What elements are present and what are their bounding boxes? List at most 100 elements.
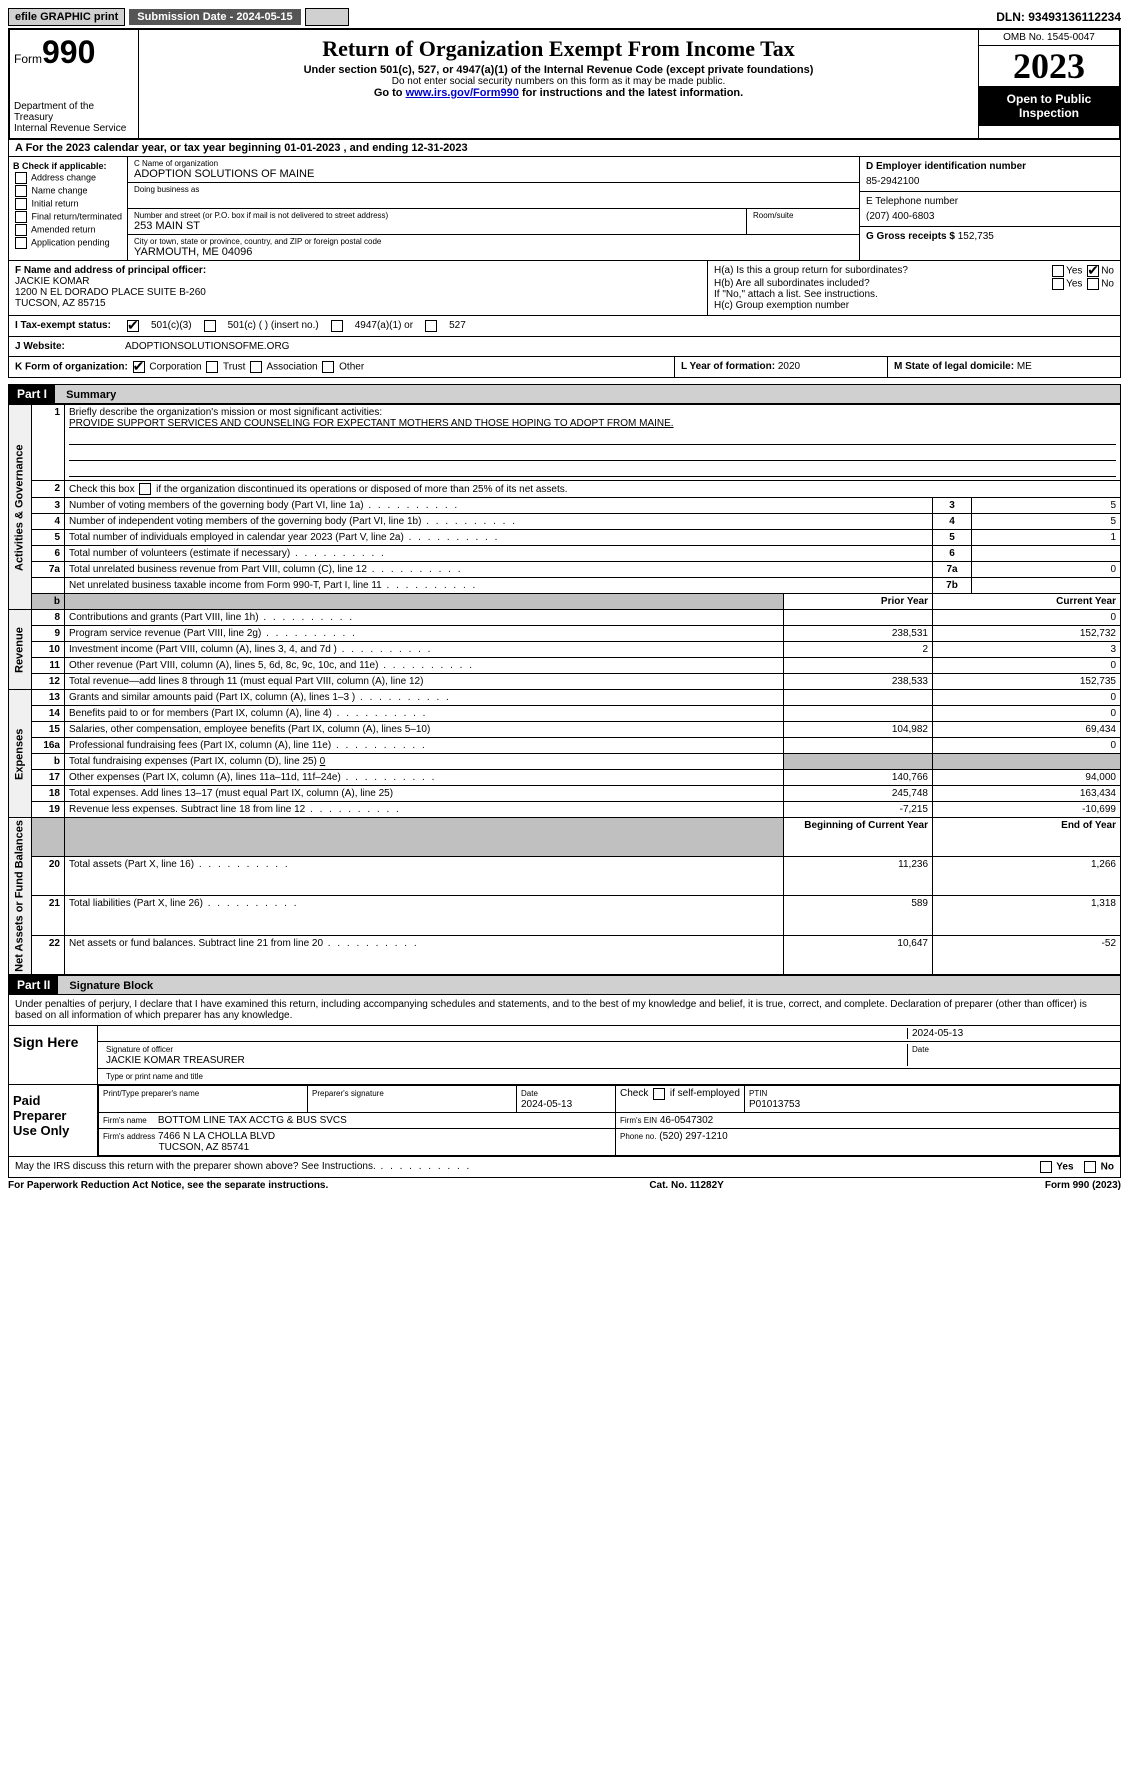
efile-print-button[interactable]: efile GRAPHIC print xyxy=(8,8,125,26)
gross-label: G Gross receipts $ xyxy=(866,231,955,242)
sig-date-top: 2024-05-13 xyxy=(908,1028,1116,1039)
ein-val: 85-2942100 xyxy=(866,176,1114,187)
ptin-val: P01013753 xyxy=(749,1099,800,1110)
chk-address-change[interactable]: Address change xyxy=(13,172,123,184)
k-label: K Form of organization: xyxy=(15,362,128,373)
row3-val: 5 xyxy=(972,498,1121,514)
box-b-title: B Check if applicable: xyxy=(13,161,123,171)
irs-label: Internal Revenue Service xyxy=(14,123,134,134)
part1-header: Part I xyxy=(9,385,55,403)
blank-button[interactable] xyxy=(305,8,349,26)
hc-label: H(c) Group exemption number xyxy=(714,300,1114,311)
chk-assoc[interactable] xyxy=(250,361,262,373)
dln-number: DLN: 93493136112234 xyxy=(996,10,1121,24)
fh-row: F Name and address of principal officer:… xyxy=(8,261,1121,316)
row3-text: Number of voting members of the governin… xyxy=(65,498,933,514)
ha-yes[interactable] xyxy=(1052,265,1064,277)
phone-val: (207) 400-6803 xyxy=(866,211,1114,222)
chk-4947[interactable] xyxy=(331,320,343,332)
chk-name-change[interactable]: Name change xyxy=(13,185,123,197)
box-deg: D Employer identification number 85-2942… xyxy=(859,157,1120,260)
chk-discontinued[interactable] xyxy=(139,483,151,495)
side-expenses: Expenses xyxy=(9,690,32,818)
ein-label: D Employer identification number xyxy=(866,161,1114,172)
hb-yes[interactable] xyxy=(1052,278,1064,290)
hb-label: H(b) Are all subordinates included? xyxy=(714,278,870,289)
part2-header: Part II xyxy=(9,976,58,994)
chk-527[interactable] xyxy=(425,320,437,332)
form-title: Return of Organization Exempt From Incom… xyxy=(147,36,970,62)
m-label: M State of legal domicile: xyxy=(894,361,1014,372)
org-name: ADOPTION SOLUTIONS OF MAINE xyxy=(134,168,853,180)
l-label: L Year of formation: xyxy=(681,361,775,372)
footer: For Paperwork Reduction Act Notice, see … xyxy=(8,1178,1121,1193)
irs-link[interactable]: www.irs.gov/Form990 xyxy=(406,87,519,99)
col-begin: Beginning of Current Year xyxy=(784,818,933,857)
line1-label: Briefly describe the organization's miss… xyxy=(69,407,382,418)
col-prior: Prior Year xyxy=(784,594,933,610)
top-bar: efile GRAPHIC print Submission Date - 20… xyxy=(8,8,1121,26)
chk-trust[interactable] xyxy=(206,361,218,373)
chk-other[interactable] xyxy=(322,361,334,373)
l-val: 2020 xyxy=(778,361,800,372)
discuss-no[interactable] xyxy=(1084,1161,1096,1173)
ha-label: H(a) Is this a group return for subordin… xyxy=(714,265,908,276)
tax-year: 2023 xyxy=(979,46,1119,86)
sign-here-label: Sign Here xyxy=(9,1026,98,1084)
signature-block: Sign Here 2024-05-13 Signature of office… xyxy=(8,1026,1121,1157)
chk-corp[interactable] xyxy=(133,361,145,373)
dept-treasury: Department of the Treasury xyxy=(14,101,134,123)
officer-label: F Name and address of principal officer: xyxy=(15,265,701,276)
box-c: C Name of organization ADOPTION SOLUTION… xyxy=(128,157,859,260)
city-label: City or town, state or province, country… xyxy=(134,237,853,246)
website-val: ADOPTIONSOLUTIONSOFME.ORG xyxy=(125,341,289,352)
submission-date: Submission Date - 2024-05-15 xyxy=(129,9,300,25)
gross-val: 152,735 xyxy=(958,231,994,242)
line1-val: PROVIDE SUPPORT SERVICES AND COUNSELING … xyxy=(69,418,674,429)
cat-no: Cat. No. 11282Y xyxy=(649,1180,723,1191)
chk-final-return[interactable]: Final return/terminated xyxy=(13,211,123,223)
firm-name: BOTTOM LINE TAX ACCTG & BUS SVCS xyxy=(158,1115,347,1126)
tax-exempt-row: I Tax-exempt status: 501(c)(3) 501(c) ( … xyxy=(8,316,1121,337)
form-header: Form990 Department of the Treasury Inter… xyxy=(8,28,1121,140)
discuss-row: May the IRS discuss this return with the… xyxy=(8,1157,1121,1178)
prep-phone: (520) 297-1210 xyxy=(659,1131,727,1142)
hb-note: If "No," attach a list. See instructions… xyxy=(714,289,1114,300)
j-label: J Website: xyxy=(15,341,115,352)
klm-row: K Form of organization: Corporation Trus… xyxy=(8,357,1121,378)
chk-501c[interactable] xyxy=(204,320,216,332)
street-val: 253 MAIN ST xyxy=(134,220,740,232)
goto-pre: Go to xyxy=(374,87,406,99)
hb-no[interactable] xyxy=(1087,278,1099,290)
m-val: ME xyxy=(1017,361,1032,372)
i-label: I Tax-exempt status: xyxy=(15,320,115,332)
part2-title: Signature Block xyxy=(61,978,161,994)
line2: Check this box if the organization disco… xyxy=(69,484,568,495)
chk-amended[interactable]: Amended return xyxy=(13,224,123,236)
officer-addr2: TUCSON, AZ 85715 xyxy=(15,298,701,309)
period-line: A For the 2023 calendar year, or tax yea… xyxy=(8,140,1121,157)
discuss-yes[interactable] xyxy=(1040,1161,1052,1173)
chk-initial-return[interactable]: Initial return xyxy=(13,198,123,210)
side-net: Net Assets or Fund Balances xyxy=(9,818,32,975)
firm-ein: 46-0547302 xyxy=(660,1115,713,1126)
summary-table: Activities & Governance 1 Briefly descri… xyxy=(8,404,1121,975)
chk-501c3[interactable] xyxy=(127,320,139,332)
goto-post: for instructions and the latest informat… xyxy=(519,87,743,99)
firm-addr2: TUCSON, AZ 85741 xyxy=(159,1142,250,1153)
omb-number: OMB No. 1545-0047 xyxy=(979,30,1119,46)
room-label: Room/suite xyxy=(753,211,853,220)
phone-label: E Telephone number xyxy=(866,196,1114,207)
part1-bar: Part I Summary xyxy=(8,384,1121,404)
form-word: Form xyxy=(14,52,42,66)
form-footer: Form 990 (2023) xyxy=(1045,1180,1121,1191)
ha-no[interactable] xyxy=(1087,265,1099,277)
org-name-label: C Name of organization xyxy=(134,159,853,168)
paid-preparer-label: Paid Preparer Use Only xyxy=(9,1085,98,1156)
chk-app-pending[interactable]: Application pending xyxy=(13,237,123,249)
firm-addr1: 7466 N LA CHOLLA BLVD xyxy=(158,1131,275,1142)
preparer-table: Print/Type preparer's name Preparer's si… xyxy=(98,1085,1120,1156)
side-activities: Activities & Governance xyxy=(9,405,32,610)
col-end: End of Year xyxy=(933,818,1121,857)
chk-self-emp[interactable] xyxy=(653,1088,665,1100)
